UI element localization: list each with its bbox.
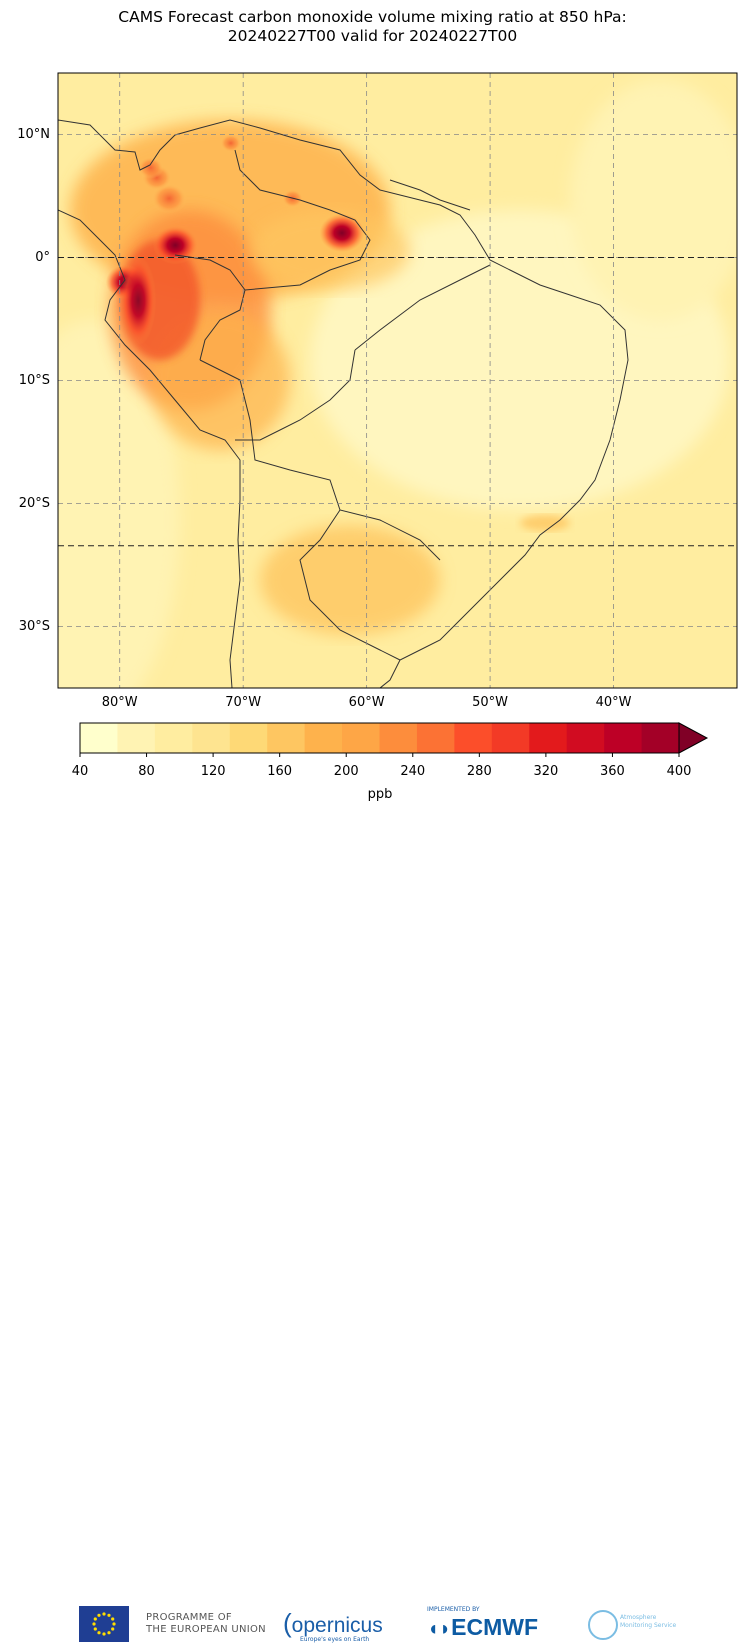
latitude-tick: 30°S bbox=[18, 618, 50, 634]
colorbar-tick: 400 bbox=[666, 764, 692, 779]
colorbar-segment bbox=[80, 723, 118, 753]
longitude-tick: 40°W bbox=[595, 695, 632, 710]
copernicus-tagline: Europe's eyes on Earth bbox=[300, 1636, 370, 1643]
co-hotspot bbox=[152, 226, 198, 265]
colorbar-extend-arrow bbox=[678, 722, 709, 754]
colorbar-segment bbox=[566, 723, 605, 753]
latitude-tick: 10°S bbox=[18, 372, 50, 388]
co-hotspot bbox=[151, 183, 187, 214]
colorbar bbox=[79, 722, 709, 757]
coastlines bbox=[58, 119, 629, 688]
colorbar-unit-label: ppb bbox=[367, 787, 393, 802]
copernicus-c-icon: ( bbox=[283, 1608, 292, 1638]
co-hotspot bbox=[319, 213, 365, 253]
colorbar-segment bbox=[154, 723, 193, 753]
title-line-1: CAMS Forecast carbon monoxide volume mix… bbox=[118, 8, 627, 26]
eu-flag-icon bbox=[79, 1606, 129, 1642]
footer-logos: PROGRAMME OF THE EUROPEAN UNION (opernic… bbox=[0, 800, 745, 1643]
colorbar-tick: 240 bbox=[400, 764, 426, 779]
colorbar-segment bbox=[304, 723, 343, 753]
colorbar-segment bbox=[454, 723, 493, 753]
copernicus-wordmark: opernicus bbox=[291, 1614, 383, 1637]
longitude-tick: 60°W bbox=[348, 695, 385, 710]
colorbar-segment bbox=[117, 723, 156, 753]
ecmwf-mark-icon: ◖◗ bbox=[427, 1618, 452, 1640]
colorbar-segment bbox=[192, 723, 231, 753]
colorbar-segment bbox=[604, 723, 643, 753]
cams-line-2: Monitoring Service bbox=[620, 1622, 677, 1629]
colorbar-segment bbox=[342, 723, 380, 753]
eu-programme-text: PROGRAMME OF THE EUROPEAN UNION bbox=[146, 1612, 266, 1636]
ecmwf-logo: ◖◗ECMWF bbox=[427, 1614, 538, 1641]
colorbar-tick: 80 bbox=[138, 764, 155, 779]
eu-programme-line-2: THE EUROPEAN UNION bbox=[146, 1624, 266, 1635]
cams-globe-icon bbox=[588, 1610, 618, 1640]
title-line-2: 20240227T00 valid for 20240227T00 bbox=[227, 27, 518, 45]
co-hotspot bbox=[220, 133, 242, 153]
colorbar-segment bbox=[379, 723, 418, 753]
map-figure bbox=[57, 72, 738, 757]
colorbar-tick: 120 bbox=[200, 764, 226, 779]
co-hotspot bbox=[137, 156, 164, 179]
cams-line-1: Atmosphere bbox=[620, 1614, 657, 1621]
co-field bbox=[58, 73, 737, 688]
colorbar-tick: 200 bbox=[333, 764, 359, 779]
colorbar-segment bbox=[229, 723, 268, 753]
colorbar-tick: 320 bbox=[533, 764, 559, 779]
colorbar-tick: 40 bbox=[71, 764, 89, 779]
longitude-tick: 80°W bbox=[101, 695, 138, 710]
colorbar-segment bbox=[641, 723, 680, 753]
colorbar-segment bbox=[267, 723, 306, 753]
copernicus-logo: (opernicus bbox=[283, 1608, 383, 1639]
cams-service-text: Atmosphere Monitoring Service bbox=[620, 1614, 676, 1630]
colorbar-segment bbox=[416, 723, 455, 753]
co-coastal-band bbox=[120, 255, 157, 346]
colorbar-segment bbox=[491, 723, 530, 753]
gridlines bbox=[58, 73, 737, 688]
colorbar-tick: 160 bbox=[267, 764, 293, 779]
ecmwf-wordmark: ECMWF bbox=[451, 1614, 539, 1640]
latitude-tick: 0° bbox=[35, 249, 50, 265]
eu-programme-line-1: PROGRAMME OF bbox=[146, 1612, 232, 1623]
colorbar-frame bbox=[79, 722, 680, 754]
chart-title: CAMS Forecast carbon monoxide volume mix… bbox=[0, 8, 745, 46]
colorbar-segment bbox=[529, 723, 568, 753]
colorbar-tick: 280 bbox=[466, 764, 492, 779]
colorbar-tick: 360 bbox=[600, 764, 625, 779]
longitude-tick: 70°W bbox=[225, 695, 262, 710]
map-frame bbox=[57, 72, 738, 689]
implemented-by-label: IMPLEMENTED BY bbox=[427, 1606, 480, 1613]
longitude-tick: 50°W bbox=[472, 695, 509, 710]
latitude-tick: 20°S bbox=[18, 495, 50, 511]
latitude-tick: 10°N bbox=[17, 126, 50, 142]
